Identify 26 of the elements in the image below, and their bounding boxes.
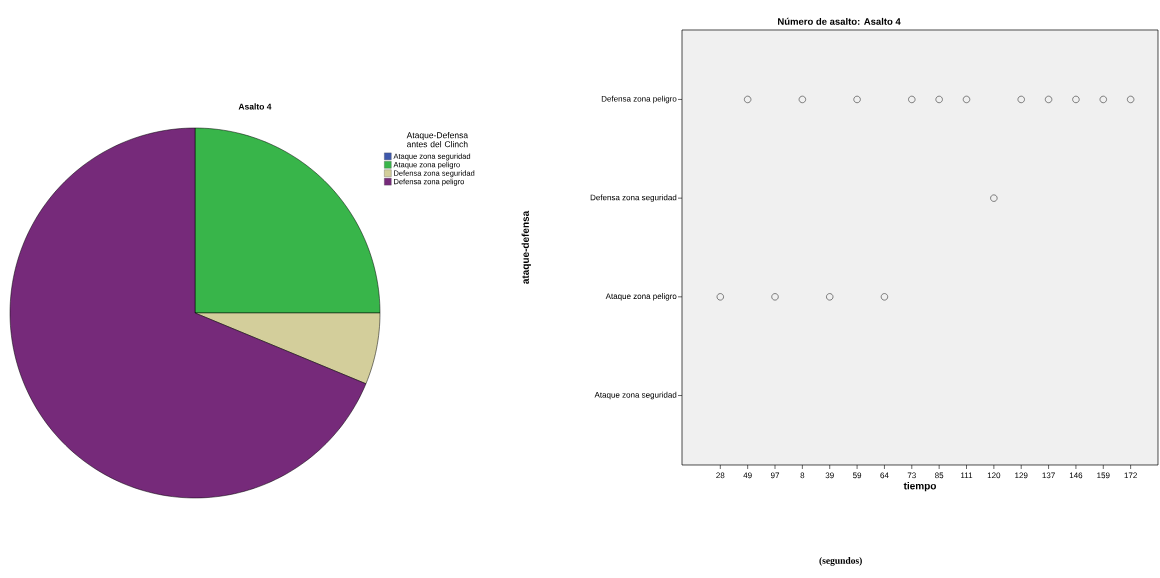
text: Ataque zona seguridad [594,391,677,400]
x-tick-label: 64 [880,472,889,479]
chart-title: Asalto 4 [238,103,272,110]
x-tick-label: 85 [935,472,944,479]
text: (segundos) [819,557,862,566]
text: Defensa zona peligro [601,95,677,104]
text: Ataque zona peligro [605,293,677,301]
x-tick-label: 49 [743,472,752,479]
text: Defensa zona seguridad [590,194,677,202]
x-tick-label: 159 [1097,472,1110,479]
x-tick-label: 8 [800,472,805,479]
legend-title: Ataque-Defensa antes del Clinch [406,131,469,148]
x-tick-label: 146 [1069,472,1083,479]
x-tick-label: 129 [1015,472,1028,479]
chart-title: Número de asalto: Asalto 4 [778,17,901,25]
x-tick-label: 59 [852,472,862,479]
x-tick-label: 39 [825,472,834,479]
x-tick-label: 172 [1124,472,1137,479]
x-tick-label: 28 [716,472,725,479]
x-tick-label: 111 [961,472,973,479]
x-tick-label: 73 [907,472,916,479]
x-tick-label: 97 [770,472,780,479]
x-tick-label: 137 [1042,472,1055,479]
x-axis-title: tiempo [903,482,936,492]
x-tick-label: 120 [987,472,1001,479]
y-axis-title: ataque-defensa [521,210,531,284]
